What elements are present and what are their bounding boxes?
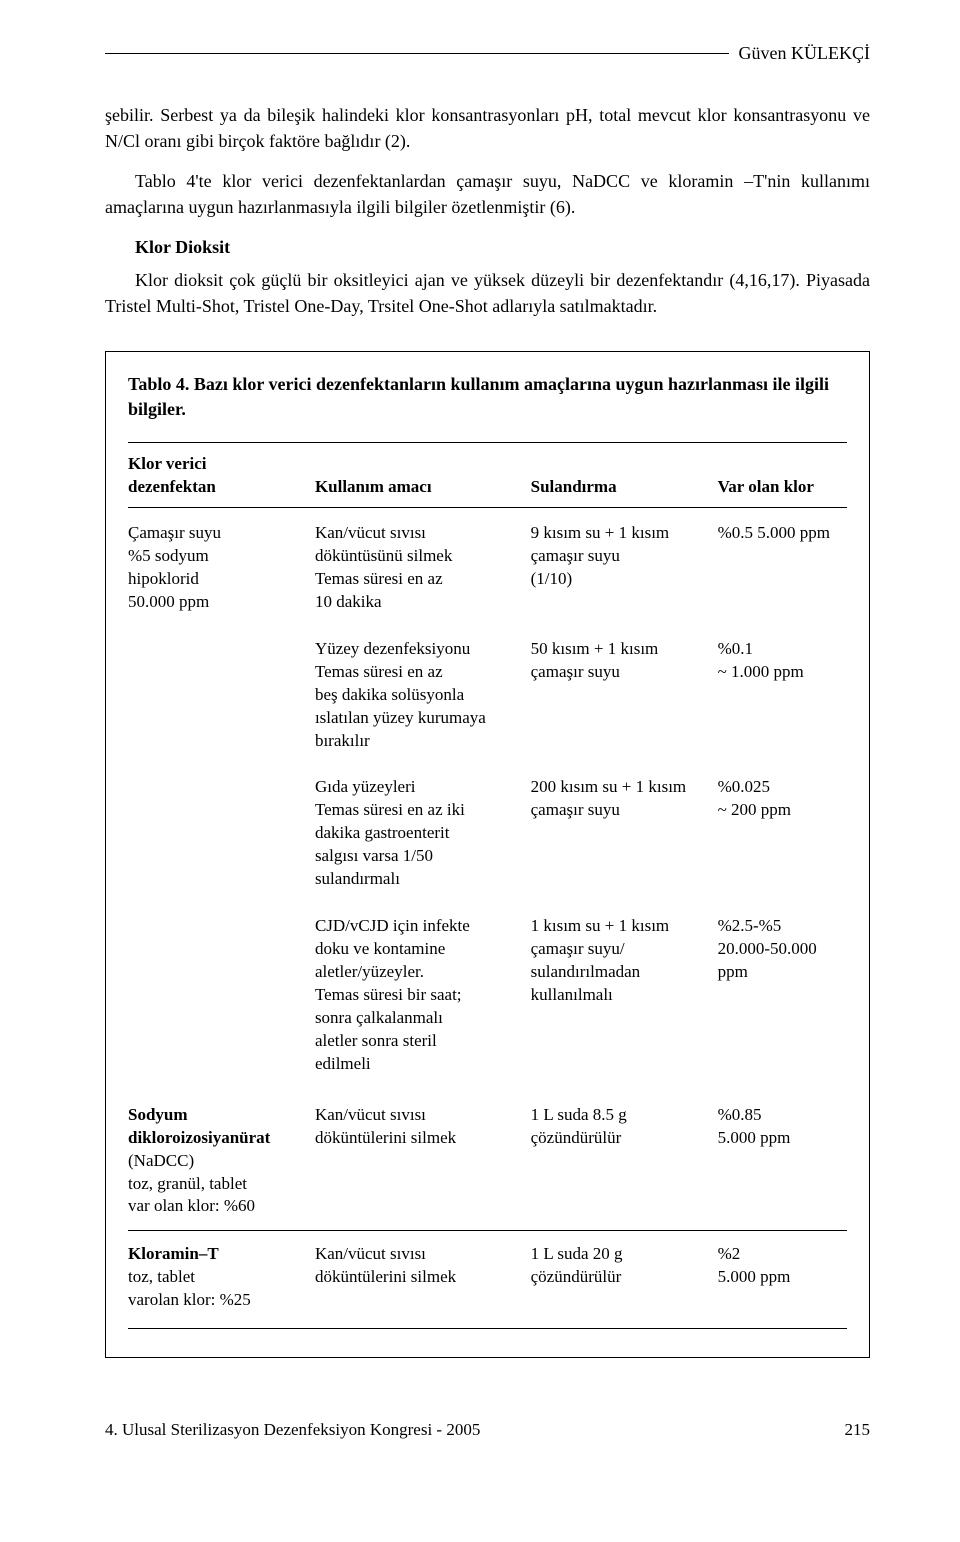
page-header: Güven KÜLEKÇİ xyxy=(105,40,870,66)
cell-c3: 9 kısım su + 1 kısımçamaşır suyu(1/10) xyxy=(531,508,718,626)
th-dezenfektan: Klor verici dezenfektan xyxy=(128,443,315,508)
cell-c2: Gıda yüzeyleriTemas süresi en az ikidaki… xyxy=(315,764,531,903)
th-sulandirma: Sulandırma xyxy=(531,443,718,508)
cell-c4: %0.1 ~ 1.000 ppm xyxy=(718,626,847,765)
cell-c1 xyxy=(128,626,315,765)
table-row: Gıda yüzeyleriTemas süresi en az ikidaki… xyxy=(128,764,847,903)
cell-c2: Yüzey dezenfeksiyonuTemas süresi en azbe… xyxy=(315,626,531,765)
cell-c4: %0.025~ 200 ppm xyxy=(718,764,847,903)
cell-c2: Kan/vücut sıvısıdöküntülerini silmek xyxy=(315,1231,531,1329)
footer-page-number: 215 xyxy=(845,1418,871,1443)
cell-c3: 200 kısım su + 1 kısımçamaşır suyu xyxy=(531,764,718,903)
table-row: Sodyumdikloroizosiyanürat(NaDCC)toz, gra… xyxy=(128,1088,847,1231)
cell-c4: %0.855.000 ppm xyxy=(718,1088,847,1231)
cell-c3: 50 kısım + 1 kısımçamaşır suyu xyxy=(531,626,718,765)
cell-c3: 1 kısım su + 1 kısımçamaşır suyu/sulandı… xyxy=(531,903,718,1088)
table-row: Yüzey dezenfeksiyonuTemas süresi en azbe… xyxy=(128,626,847,765)
cell-c2: CJD/vCJD için infektedoku ve kontamineal… xyxy=(315,903,531,1088)
cell-c1 xyxy=(128,764,315,903)
cell-c4: %0.5 5.000 ppm xyxy=(718,508,847,626)
author-name: Güven KÜLEKÇİ xyxy=(739,40,870,66)
table-caption: Tablo 4. Bazı klor verici dezenfektanlar… xyxy=(128,372,847,422)
table-row: CJD/vCJD için infektedoku ve kontamineal… xyxy=(128,903,847,1088)
paragraph-3: Klor dioksit çok güçlü bir oksitleyici a… xyxy=(105,267,870,319)
paragraph-1: şebilir. Serbest ya da bileşik halindeki… xyxy=(105,102,870,154)
th-varolanklor: Var olan klor xyxy=(718,443,847,508)
page-footer: 4. Ulusal Sterilizasyon Dezenfeksiyon Ko… xyxy=(105,1418,870,1443)
paragraph-2: Tablo 4'te klor verici dezenfektanlardan… xyxy=(105,168,870,220)
table-4-container: Tablo 4. Bazı klor verici dezenfektanlar… xyxy=(105,351,870,1358)
table-4: Klor verici dezenfektan Kullanım amacı S… xyxy=(128,442,847,1329)
cell-c1 xyxy=(128,903,315,1088)
cell-c4: %2.5-%520.000-50.000 ppm xyxy=(718,903,847,1088)
cell-c1-bold: Kloramin–T xyxy=(128,1244,219,1263)
cell-c1-bold: Sodyumdikloroizosiyanürat xyxy=(128,1105,270,1147)
table-row: Çamaşır suyu%5 sodyumhipoklorid50.000 pp… xyxy=(128,508,847,626)
cell-c3: 1 L suda 20 gçözündürülür xyxy=(531,1231,718,1329)
header-rule xyxy=(105,53,729,54)
cell-c2: Kan/vücut sıvısıdöküntüsünü silmekTemas … xyxy=(315,508,531,626)
subheading-klor-dioksit: Klor Dioksit xyxy=(105,234,870,260)
cell-c1: Kloramin–Ttoz, tabletvarolan klor: %25 xyxy=(128,1231,315,1329)
footer-left: 4. Ulusal Sterilizasyon Dezenfeksiyon Ko… xyxy=(105,1418,480,1443)
cell-c4: %25.000 ppm xyxy=(718,1231,847,1329)
cell-c2: Kan/vücut sıvısıdöküntülerini silmek xyxy=(315,1088,531,1231)
th-kullanim: Kullanım amacı xyxy=(315,443,531,508)
th-dezenfektan-line2: dezenfektan xyxy=(128,477,216,496)
cell-c1: Sodyumdikloroizosiyanürat(NaDCC)toz, gra… xyxy=(128,1088,315,1231)
cell-c3: 1 L suda 8.5 gçözündürülür xyxy=(531,1088,718,1231)
cell-c1: Çamaşır suyu%5 sodyumhipoklorid50.000 pp… xyxy=(128,508,315,626)
table-row: Kloramin–Ttoz, tabletvarolan klor: %25 K… xyxy=(128,1231,847,1329)
th-dezenfektan-line1: Klor verici xyxy=(128,454,207,473)
